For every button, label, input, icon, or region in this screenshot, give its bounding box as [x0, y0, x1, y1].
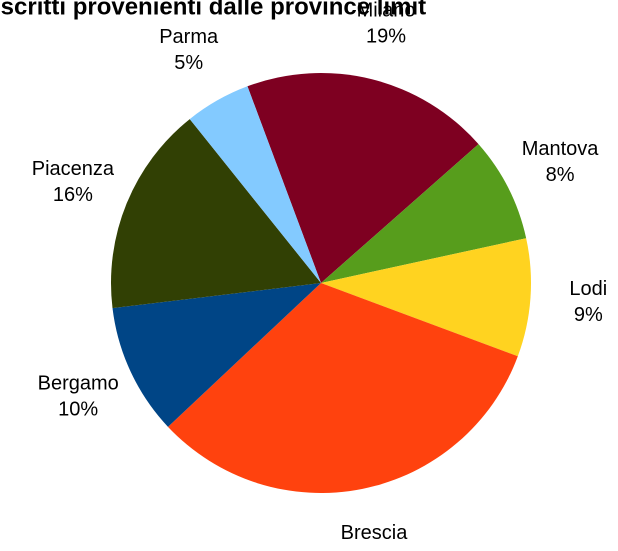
pie-slice [112, 283, 321, 427]
slice-label: Bergamo [38, 373, 119, 395]
pie-slice [167, 283, 518, 494]
slice-value-label: 19% [366, 25, 406, 47]
slice-label: Parma [159, 26, 219, 48]
slice-value-label: 16% [53, 184, 93, 206]
slice-label: Brescia [341, 522, 409, 544]
slice-value-label: 8% [546, 164, 575, 186]
slice-label: Mantova [522, 138, 600, 160]
slice-label: Piacenza [32, 158, 115, 180]
slice-label: Milano [357, 0, 416, 21]
slice-value-label: 5% [174, 52, 203, 74]
pie-slice [189, 86, 321, 283]
slice-label: Lodi [569, 278, 607, 300]
slice-value-label: 10% [58, 399, 98, 421]
slice-value-label: 9% [574, 304, 603, 326]
pie-slice [321, 238, 531, 357]
pie-slice [111, 119, 321, 309]
slice-value-label: 32% [354, 548, 394, 551]
chart-title: Iscritti provenienti dalle province limi… [0, 0, 426, 20]
pie-slice [321, 144, 527, 283]
pie-slice [247, 73, 479, 284]
